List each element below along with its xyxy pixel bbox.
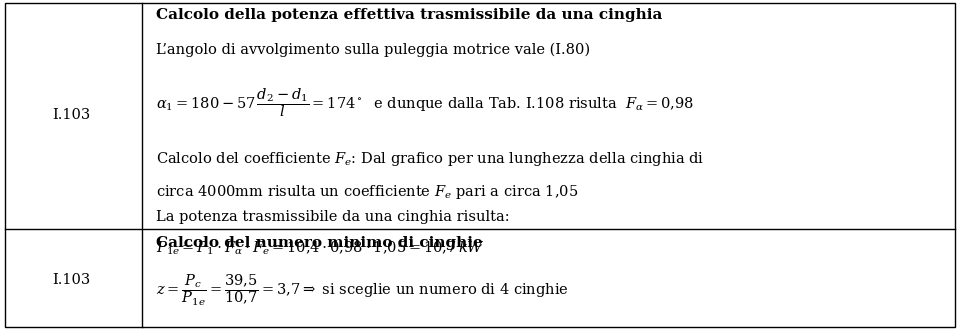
Text: Calcolo del coefficiente $F_e$: Dal grafico per una lunghezza della cinghia di: Calcolo del coefficiente $F_e$: Dal graf… [156, 150, 705, 168]
Text: L’angolo di avvolgimento sulla puleggia motrice vale (I.80): L’angolo di avvolgimento sulla puleggia … [156, 43, 590, 57]
Text: I.103: I.103 [52, 108, 90, 122]
Text: $\alpha_1 = 180 - 57\,\dfrac{d_2 - d_1}{l} = 174^\circ$  e dunque dalla Tab. I.1: $\alpha_1 = 180 - 57\,\dfrac{d_2 - d_1}{… [156, 86, 695, 119]
Text: I.103: I.103 [52, 273, 90, 287]
Text: $z = \dfrac{P_c}{P_{1e}} = \dfrac{39{,}5}{10{,}7} = 3{,}7 \Rightarrow$ si scegli: $z = \dfrac{P_c}{P_{1e}} = \dfrac{39{,}5… [156, 272, 569, 308]
Text: circa 4000mm risulta un coefficiente $F_e$ pari a circa 1,05: circa 4000mm risulta un coefficiente $F_… [156, 183, 579, 201]
Text: La potenza trasmissibile da una cinghia risulta:: La potenza trasmissibile da una cinghia … [156, 210, 510, 223]
Text: $P_{1e} = P_1 \cdot F_\alpha \cdot F_e = 10{,}4 \cdot 0{,}98 \cdot 1{,}05 = 10{,: $P_{1e} = P_1 \cdot F_\alpha \cdot F_e =… [156, 239, 486, 257]
Text: Calcolo della potenza effettiva trasmissibile da una cinghia: Calcolo della potenza effettiva trasmiss… [156, 8, 662, 22]
Text: Calcolo del numero minimo di cinghie: Calcolo del numero minimo di cinghie [156, 236, 483, 250]
